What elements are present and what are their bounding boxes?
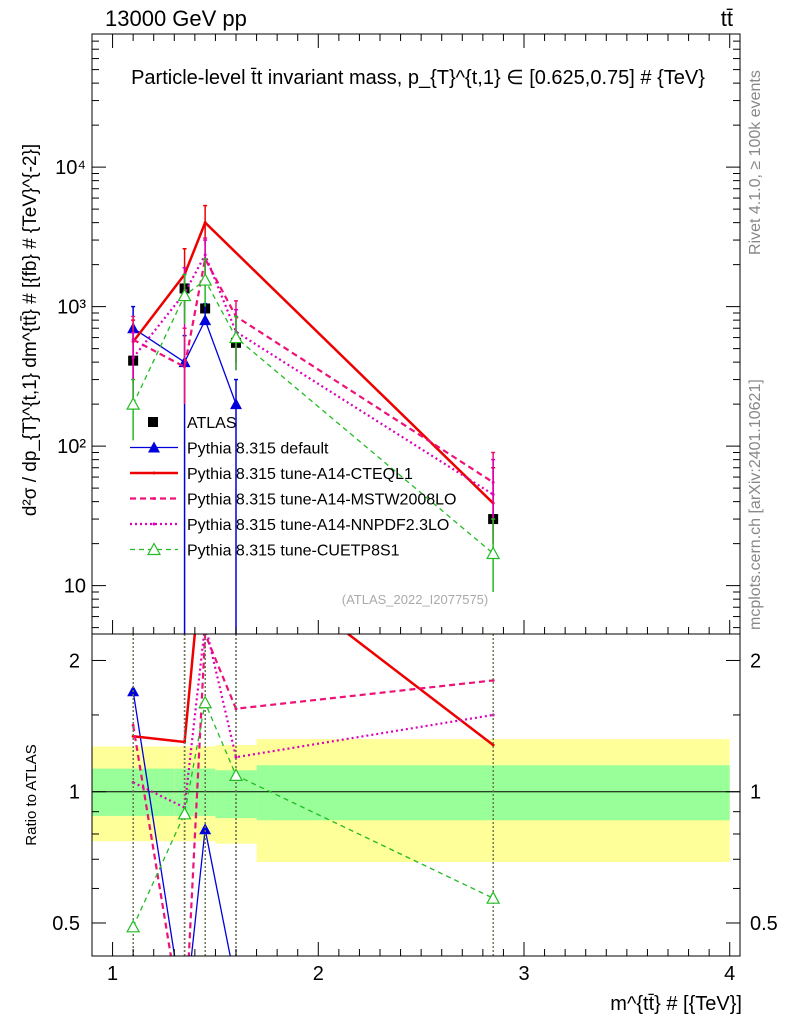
ratio-y-tick-label-right: 1 bbox=[750, 782, 761, 804]
main-y-axis-label: d²σ / dp_{T}^{t,1} dm^{tt̄} # [{fb} # {T… bbox=[20, 144, 41, 516]
dot-marker bbox=[203, 221, 207, 225]
legend-label: Pythia 8.315 tune-CUETP8S1 bbox=[187, 543, 400, 560]
legend-marker bbox=[148, 417, 158, 427]
rivet-label: Rivet 4.1.0, ≥ 100k events bbox=[747, 70, 764, 255]
dot-marker bbox=[203, 253, 207, 257]
open-triangle-marker bbox=[177, 806, 192, 820]
x-tick-label: 1 bbox=[107, 963, 118, 985]
series-pythia-8-315-tune-a14-mstw2008lo bbox=[131, 237, 496, 531]
dot-marker bbox=[131, 356, 135, 360]
main-series bbox=[126, 204, 501, 634]
dot-marker bbox=[131, 723, 135, 727]
ratio-series bbox=[126, 623, 501, 1024]
open-triangle-marker bbox=[198, 695, 213, 709]
series-pythia-8-315-tune-cuetp8s1 bbox=[126, 258, 501, 593]
header-left: 13000 GeV pp bbox=[105, 6, 247, 31]
dot-marker bbox=[234, 707, 238, 711]
ratio-line bbox=[133, 634, 494, 746]
triangle-marker bbox=[230, 979, 242, 990]
ratio-frame bbox=[91, 633, 741, 957]
triangle-marker bbox=[148, 441, 160, 453]
open-triangle-marker bbox=[126, 919, 141, 933]
dot-marker bbox=[491, 492, 495, 496]
legend: ATLAS Pythia 8.315 default Pythia 8.315 tu… bbox=[130, 415, 456, 560]
triangle-marker bbox=[199, 314, 212, 326]
ratio-y-axis-label: Ratio to ATLAS bbox=[23, 744, 40, 845]
y-tick-label: 10² bbox=[57, 436, 86, 458]
series-line bbox=[132, 255, 494, 484]
x-tick-label: 4 bbox=[724, 963, 735, 985]
watermark: (ATLAS_2022_I2077575) bbox=[342, 592, 488, 607]
series-pythia-8-315-default bbox=[127, 302, 242, 634]
open-triangle-marker bbox=[126, 396, 141, 410]
ratio-y-tick-label: 2 bbox=[69, 650, 80, 672]
dot-marker bbox=[491, 678, 495, 682]
open-triangle-marker bbox=[177, 288, 192, 302]
triangle-marker bbox=[179, 1014, 191, 1024]
header-right: tt̄ bbox=[721, 6, 733, 31]
open-triangle-marker bbox=[228, 330, 244, 344]
legend-label: Pythia 8.315 tune-A14-MSTW2008LO bbox=[187, 492, 456, 509]
open-triangle-marker bbox=[198, 272, 213, 286]
legend-label: Pythia 8.315 default bbox=[187, 441, 329, 458]
dot-marker bbox=[491, 743, 495, 747]
ratio-line bbox=[132, 691, 231, 956]
dot-marker bbox=[152, 471, 156, 475]
series-line bbox=[132, 220, 495, 505]
ratio-y-tick-label-right: 0.5 bbox=[750, 913, 778, 935]
green-band bbox=[194, 768, 216, 816]
triangle-marker bbox=[230, 398, 242, 410]
x-tick-label: 2 bbox=[313, 963, 324, 985]
ratio-y-tick-label: 1 bbox=[69, 782, 80, 804]
main-panel: 10 10² 10³ 10⁴ bbox=[55, 33, 741, 635]
ratio-y-tick-label: 0.5 bbox=[52, 913, 80, 935]
triangle-marker bbox=[199, 823, 212, 835]
dot-marker bbox=[234, 755, 238, 759]
legend-label: Pythia 8.315 tune-A14-NNPDF2.3LO bbox=[187, 517, 449, 534]
dot-marker bbox=[204, 623, 207, 626]
ratio-panel: 0.5 0.5 1 1 2 2 1 2 3 4 bbox=[52, 623, 778, 1024]
series-atlas bbox=[128, 283, 499, 525]
green-band bbox=[256, 765, 730, 821]
open-triangle-marker bbox=[486, 546, 501, 560]
open-triangle-marker bbox=[228, 768, 244, 782]
open-triangle-marker bbox=[486, 890, 501, 904]
series-line bbox=[132, 318, 237, 405]
ratio-line bbox=[132, 634, 494, 956]
y-tick-label: 10 bbox=[64, 576, 86, 598]
dot-marker bbox=[183, 365, 187, 369]
legend-label: Pythia 8.315 tune-A14-CTEQL1 bbox=[187, 466, 413, 483]
dot-marker bbox=[152, 497, 156, 500]
legend-label: ATLAS bbox=[187, 415, 237, 432]
dot-marker bbox=[152, 522, 156, 526]
y-tick-label: 10⁴ bbox=[55, 157, 86, 179]
mcplots-label: mcplots.cern.ch [arXiv:2401.10621] bbox=[747, 379, 764, 630]
ratio-y-tick-label-right: 2 bbox=[750, 650, 761, 672]
chart-title: Particle-level t̄t invariant mass, p_{T}… bbox=[131, 67, 705, 89]
open-triangle-marker bbox=[146, 542, 162, 556]
green-band bbox=[92, 768, 175, 816]
x-axis-label: m^{tt̄} # [{TeV}] bbox=[610, 993, 742, 1015]
x-tick-label: 3 bbox=[518, 963, 529, 985]
y-tick-label: 10³ bbox=[57, 297, 86, 319]
ratio-pythia-8-315-tune-cuetp8s1 bbox=[126, 634, 501, 956]
